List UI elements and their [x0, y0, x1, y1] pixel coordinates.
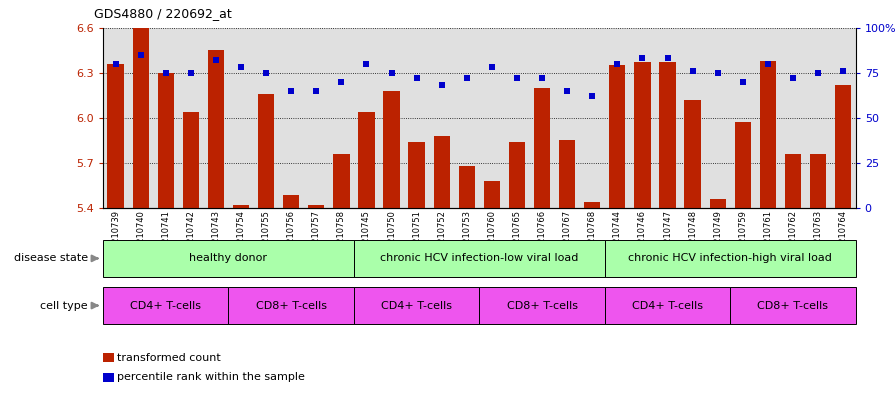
- Point: [184, 70, 198, 76]
- Bar: [133, 28, 149, 208]
- Bar: [760, 61, 776, 208]
- Bar: [584, 202, 600, 208]
- Bar: [685, 100, 701, 208]
- Point: [535, 75, 549, 81]
- Point: [134, 51, 148, 58]
- Point: [460, 75, 474, 81]
- Text: transformed count: transformed count: [117, 353, 221, 363]
- Text: GDS4880 / 220692_at: GDS4880 / 220692_at: [94, 7, 232, 20]
- Point: [435, 82, 449, 88]
- Point: [209, 57, 223, 63]
- Point: [234, 64, 248, 70]
- Text: chronic HCV infection-low viral load: chronic HCV infection-low viral load: [380, 253, 579, 263]
- Point: [610, 61, 625, 67]
- Bar: [735, 122, 751, 208]
- Point: [259, 70, 273, 76]
- Bar: [158, 73, 174, 208]
- Point: [409, 75, 424, 81]
- Point: [284, 88, 298, 94]
- Text: chronic HCV infection-high viral load: chronic HCV infection-high viral load: [628, 253, 832, 263]
- Point: [635, 55, 650, 61]
- Point: [359, 61, 374, 67]
- Bar: [434, 136, 450, 208]
- Text: CD8+ T-cells: CD8+ T-cells: [255, 301, 327, 310]
- Bar: [810, 154, 826, 208]
- Point: [108, 61, 123, 67]
- Point: [836, 68, 850, 74]
- Point: [736, 79, 750, 85]
- Text: healthy donor: healthy donor: [189, 253, 268, 263]
- Text: disease state: disease state: [13, 253, 88, 263]
- Point: [334, 79, 349, 85]
- Point: [159, 70, 173, 76]
- Bar: [103, 373, 114, 382]
- Point: [660, 55, 675, 61]
- Bar: [358, 112, 375, 208]
- Point: [711, 70, 725, 76]
- Point: [560, 88, 574, 94]
- Bar: [103, 353, 114, 362]
- Bar: [710, 199, 726, 208]
- Point: [510, 75, 524, 81]
- Text: CD8+ T-cells: CD8+ T-cells: [506, 301, 578, 310]
- Text: percentile rank within the sample: percentile rank within the sample: [117, 372, 306, 382]
- Point: [811, 70, 825, 76]
- Bar: [409, 142, 425, 208]
- Bar: [609, 65, 625, 208]
- Text: cell type: cell type: [40, 301, 88, 310]
- Text: CD4+ T-cells: CD4+ T-cells: [130, 301, 202, 310]
- Bar: [258, 94, 274, 208]
- Bar: [459, 166, 475, 208]
- Bar: [509, 142, 525, 208]
- Bar: [659, 62, 676, 208]
- Bar: [383, 91, 400, 208]
- Bar: [785, 154, 801, 208]
- Point: [761, 61, 775, 67]
- Text: CD4+ T-cells: CD4+ T-cells: [632, 301, 703, 310]
- Bar: [108, 64, 124, 208]
- Point: [309, 88, 323, 94]
- Bar: [183, 112, 199, 208]
- Bar: [283, 195, 299, 208]
- Bar: [835, 85, 851, 208]
- Text: CD8+ T-cells: CD8+ T-cells: [757, 301, 829, 310]
- Point: [485, 64, 499, 70]
- Point: [585, 93, 599, 99]
- Bar: [308, 205, 324, 208]
- Bar: [559, 140, 575, 208]
- Bar: [534, 88, 550, 208]
- Point: [685, 68, 700, 74]
- Bar: [233, 205, 249, 208]
- Point: [384, 70, 399, 76]
- Bar: [484, 181, 500, 208]
- Point: [786, 75, 800, 81]
- Bar: [333, 154, 349, 208]
- Bar: [634, 62, 650, 208]
- Bar: [208, 50, 224, 208]
- Text: CD4+ T-cells: CD4+ T-cells: [381, 301, 452, 310]
